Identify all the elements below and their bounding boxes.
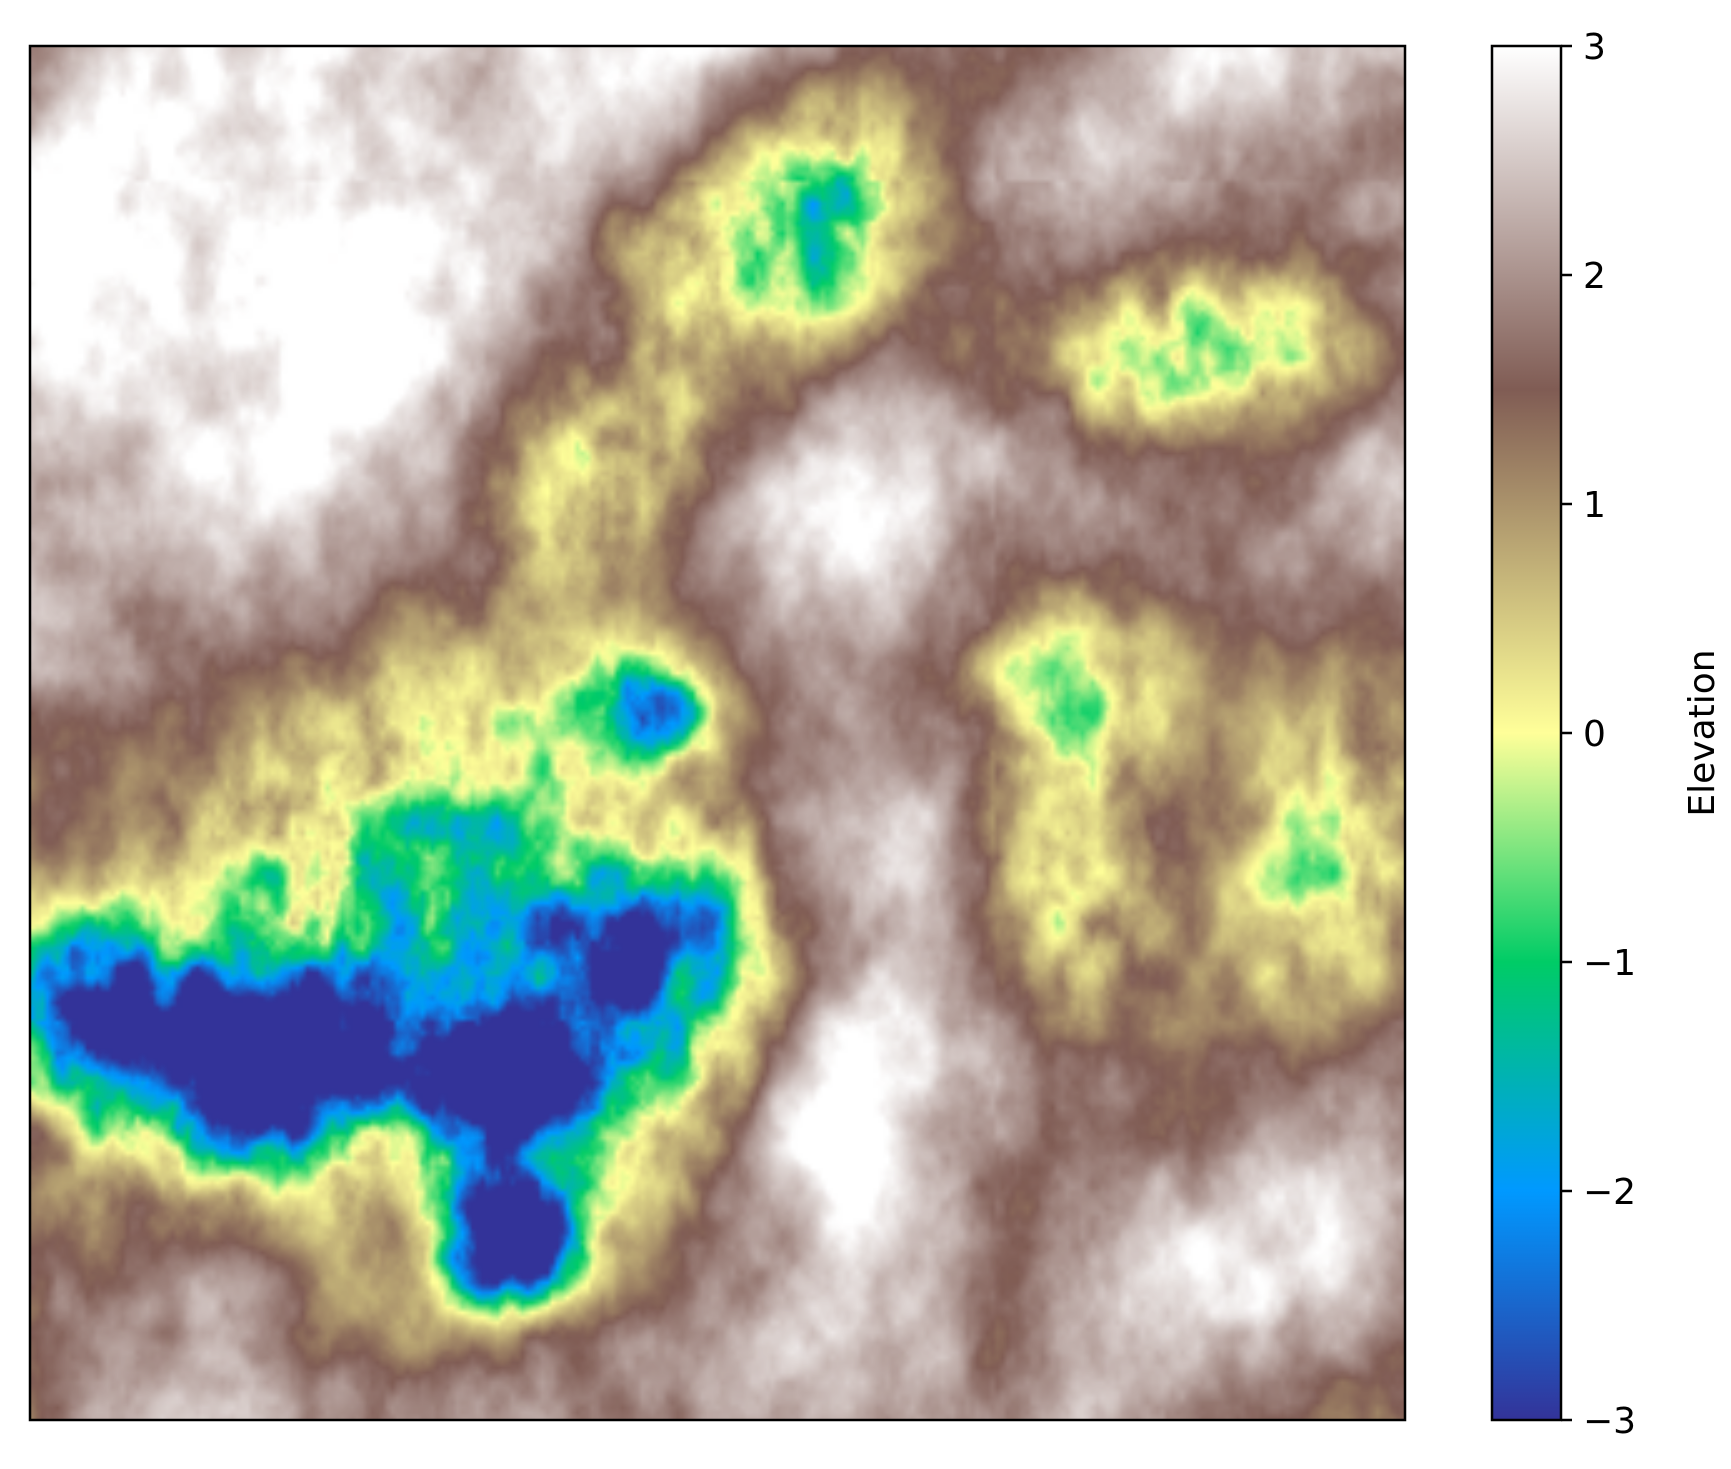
colorbar-tick-label: 3	[1583, 27, 1606, 68]
heatmap-frame	[28, 44, 1407, 1422]
colorbar-tick-label: −3	[1583, 1401, 1636, 1442]
heatmap-panel	[28, 44, 1407, 1422]
colorbar-label: Elevation	[1682, 649, 1723, 816]
colorbar-tick-label: −2	[1583, 1172, 1636, 1213]
heatmap-image	[30, 46, 1405, 1420]
colorbar-tick-label: 0	[1583, 714, 1606, 755]
colorbar: −3 −2 −1 0 1 2 3 Elevation	[1490, 27, 1723, 1442]
colorbar-gradient	[1492, 46, 1561, 1420]
colorbar-tick-label: −1	[1583, 943, 1636, 984]
colorbar-tick-label: 2	[1583, 256, 1606, 297]
colorbar-ticks: −3 −2 −1 0 1 2 3	[1561, 27, 1636, 1442]
colorbar-tick-label: 1	[1583, 485, 1606, 526]
